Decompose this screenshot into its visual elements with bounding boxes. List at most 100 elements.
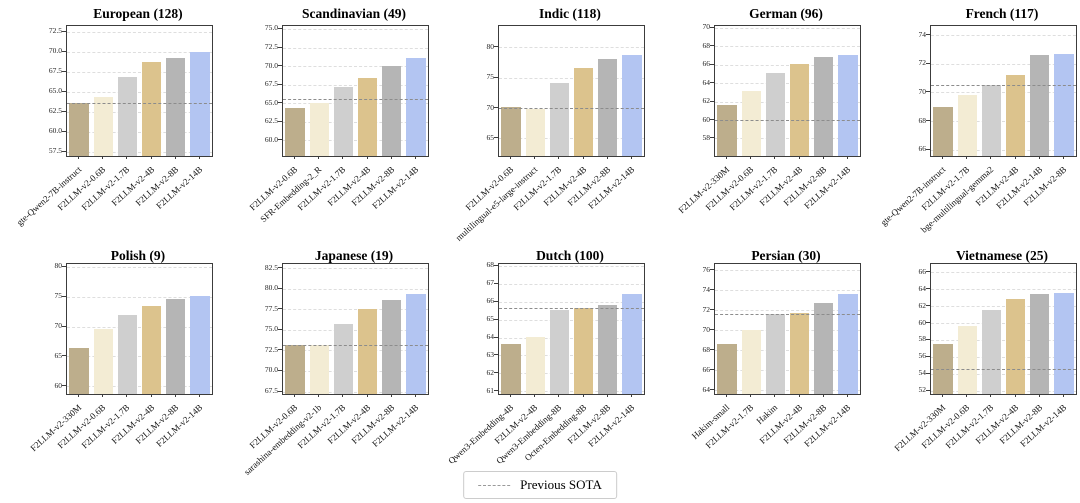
y-tick-mark (710, 309, 714, 310)
bar-F2LLM-v2-14B (838, 294, 858, 394)
y-tick-mark (710, 349, 714, 350)
y-tick-label: 70 (54, 321, 63, 331)
y-tick-label: 64 (918, 283, 927, 293)
y-tick-label: 74 (918, 29, 927, 39)
x-tick-mark (1062, 394, 1064, 397)
gridline (283, 140, 428, 142)
y-tick-label: 68 (702, 344, 711, 354)
gridline (931, 272, 1076, 274)
chart-title: Dutch (100) (536, 248, 604, 263)
x-tick-mark (750, 394, 752, 397)
gridline (715, 46, 860, 48)
y-tick-mark (278, 267, 282, 269)
bar-F2LLM-v2-0.6B (285, 344, 305, 394)
previous-sota-line (499, 307, 644, 309)
gridline (715, 370, 860, 371)
y-tick-label: 63 (486, 349, 495, 359)
previous-sota-line (931, 85, 1076, 87)
gridline (715, 310, 860, 311)
y-tick-mark (710, 45, 714, 47)
y-tick-label: 62.5 (264, 116, 278, 126)
y-tick-label: 60 (54, 380, 63, 390)
y-tick-label: 64 (702, 384, 711, 394)
y-tick-mark (62, 150, 66, 152)
plot-area (714, 263, 861, 395)
gridline (931, 356, 1076, 358)
y-tick-label: 66 (702, 59, 711, 69)
gridline (499, 283, 644, 285)
y-tick-mark (62, 355, 66, 357)
gridline (715, 270, 860, 271)
y-tick-label: 61 (486, 385, 495, 395)
gridline (283, 47, 428, 49)
bar-F2LLM-v2-4B (141, 306, 162, 394)
gridline (283, 28, 428, 30)
x-tick-mark (558, 394, 560, 397)
y-tick-label: 75 (54, 291, 63, 301)
x-tick-mark (822, 156, 824, 159)
bar-F2LLM-v2-1.7B (957, 95, 977, 156)
y-tick-label: 58 (702, 132, 711, 142)
chart-german: German (96) 58 60 62 64 66 68 70 F2LLM-v2-330M F… (648, 0, 864, 248)
y-tick-mark (494, 318, 498, 320)
y-tick-mark (926, 389, 930, 391)
x-tick-mark (942, 156, 944, 159)
y-tick-label: 67 (486, 278, 495, 288)
gridline (67, 266, 212, 268)
plot-area (282, 263, 429, 395)
plot-area (498, 25, 645, 157)
gridline (715, 350, 860, 351)
previous-sota-line (283, 344, 428, 346)
chart-title: Persian (30) (751, 248, 821, 263)
chart-french: French (117) 66 68 70 72 74 gte-Qwen2-7B-inst… (864, 0, 1080, 248)
bar-F2LLM-v2-14B (190, 296, 210, 394)
gridline (67, 151, 212, 153)
gridline (931, 289, 1076, 291)
gridline (931, 390, 1076, 392)
bar-Hakim-small (717, 344, 737, 394)
y-tick-mark (494, 76, 498, 78)
bar-F2LLM-v2-4B (357, 309, 378, 394)
previous-sota-line (931, 368, 1076, 370)
y-tick-mark (494, 336, 498, 338)
y-tick-mark (278, 308, 282, 310)
y-tick-label: 54 (918, 368, 927, 378)
bar-Qwen3-Embedding-4B (501, 343, 521, 394)
bar-gte-Qwen2-7B-instruct (69, 103, 89, 156)
y-tick-label: 72.5 (264, 344, 278, 354)
y-tick-label: 70.0 (264, 60, 278, 70)
y-tick-label: 66 (486, 296, 495, 306)
chart-title: German (96) (749, 6, 823, 21)
y-tick-mark (710, 119, 714, 121)
y-tick-mark (62, 385, 66, 387)
bar-F2LLM-v2-8B (382, 66, 402, 156)
bar-F2LLM-v2-1.7B (741, 330, 761, 394)
y-tick-mark (710, 82, 714, 84)
chart-persian: Persian (30) 64 66 68 70 72 74 76 Hakim-small F2… (648, 248, 864, 496)
y-tick-label: 75.0 (264, 23, 278, 33)
y-tick-mark (926, 271, 930, 273)
gridline (499, 47, 644, 49)
gridline (931, 149, 1076, 151)
x-tick-mark (318, 394, 320, 397)
x-tick-mark (726, 394, 728, 397)
gridline (715, 330, 860, 331)
bar-SFR-Embedding-2_R (309, 102, 329, 156)
y-tick-mark (62, 50, 66, 52)
y-tick-label: 57.5 (48, 146, 62, 156)
bar-Octen-Embedding-8B (573, 307, 594, 394)
y-tick-mark (278, 46, 282, 48)
y-tick-label: 70 (918, 86, 927, 96)
chart-japanese: Japanese (19) 67.5 70.0 72.5 75.0 77.5 80.0 82… (216, 248, 432, 496)
chart-title: European (128) (93, 6, 183, 21)
gridline (283, 329, 428, 331)
x-tick-mark (294, 394, 296, 397)
previous-sota-line (283, 98, 428, 100)
gridline (283, 391, 428, 393)
x-tick-mark (726, 156, 728, 159)
y-tick-mark (494, 354, 498, 356)
x-tick-mark (174, 156, 176, 159)
y-tick-mark (62, 30, 66, 32)
y-tick-mark (710, 389, 714, 390)
